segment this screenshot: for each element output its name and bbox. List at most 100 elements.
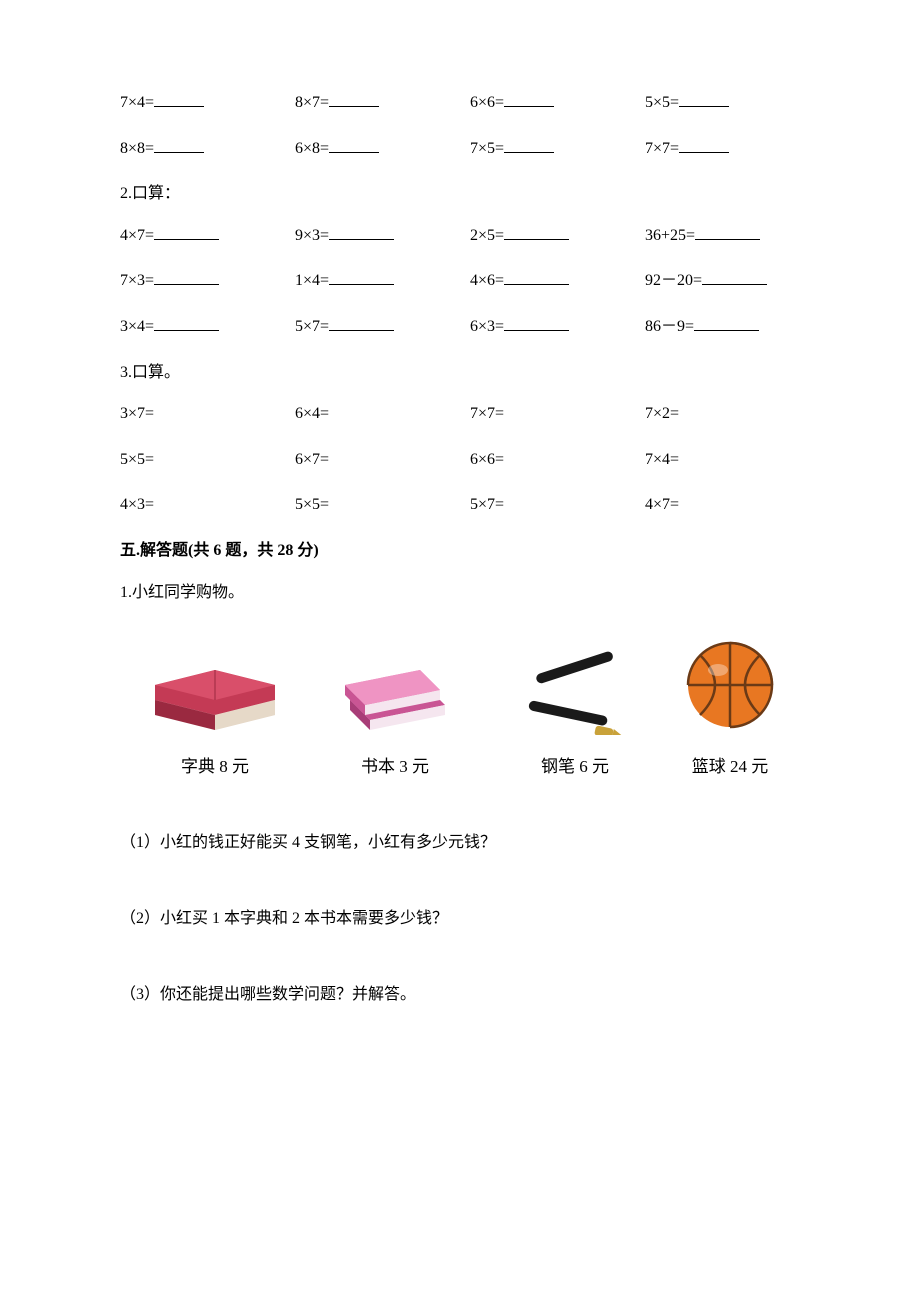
expr: 6×8= — [295, 140, 329, 157]
answer-blank[interactable] — [504, 268, 569, 285]
answer-blank[interactable] — [329, 223, 394, 240]
expr: 6×6= — [470, 94, 504, 111]
calc-cell: 2×5= — [470, 223, 645, 249]
calc-cell: 86－9= — [645, 314, 820, 340]
shop-item-basketball: 篮球 24 元 — [680, 625, 780, 780]
answer-blank[interactable] — [154, 314, 219, 331]
expr: 86－9= — [645, 318, 694, 335]
answer-blank[interactable] — [702, 268, 767, 285]
expr: 5×5= — [645, 94, 679, 111]
calc-cell: 3×7= — [120, 401, 295, 427]
calc-row: 7×4= 8×7= 6×6= 5×5= — [120, 90, 820, 116]
expr: 7×3= — [120, 272, 154, 289]
section-5-heading: 五.解答题(共 6 题，共 28 分) — [120, 538, 820, 564]
shop-caption: 字典 8 元 — [181, 753, 249, 780]
calc-cell: 6×6= — [470, 447, 645, 473]
calc-cell: 4×7= — [120, 223, 295, 249]
dictionary-icon — [145, 625, 285, 735]
answer-blank[interactable] — [329, 90, 379, 107]
expr: 7×5= — [470, 140, 504, 157]
calc-cell: 36+25= — [645, 223, 820, 249]
calc-block-2: 4×7= 9×3= 2×5= 36+25= 7×3= 1×4= 4×6= 92－… — [120, 223, 820, 340]
calc-cell: 8×7= — [295, 90, 470, 116]
calc-cell: 4×6= — [470, 268, 645, 294]
answer-blank[interactable] — [695, 223, 760, 240]
shop-items-row: 字典 8 元 书本 3 元 — [140, 625, 820, 780]
answer-blank[interactable] — [329, 268, 394, 285]
calc-cell: 5×5= — [120, 447, 295, 473]
answer-blank[interactable] — [504, 314, 569, 331]
answer-blank[interactable] — [504, 90, 554, 107]
shop-caption: 书本 3 元 — [361, 753, 429, 780]
pen-icon — [505, 625, 645, 735]
calc-cell: 92－20= — [645, 268, 820, 294]
expr: 7×4= — [120, 94, 154, 111]
calc-cell: 5×7= — [295, 314, 470, 340]
calc-cell: 7×2= — [645, 401, 820, 427]
answer-blank[interactable] — [504, 223, 569, 240]
shop-item-book: 书本 3 元 — [320, 625, 470, 780]
expr: 4×7= — [120, 227, 154, 244]
expr: 36+25= — [645, 227, 695, 244]
calc-cell: 7×4= — [120, 90, 295, 116]
calc-cell: 6×7= — [295, 447, 470, 473]
sub-question-1: （1）小红的钱正好能买 4 支钢笔，小红有多少元钱？ — [120, 830, 820, 856]
shop-item-dictionary: 字典 8 元 — [140, 625, 290, 780]
shop-caption: 钢笔 6 元 — [541, 753, 609, 780]
calc-row: 8×8= 6×8= 7×5= 7×7= — [120, 136, 820, 162]
label-3: 3.口算。 — [120, 360, 820, 386]
answer-blank[interactable] — [504, 136, 554, 153]
calc-cell: 9×3= — [295, 223, 470, 249]
sub-question-2: （2）小红买 1 本字典和 2 本书本需要多少钱？ — [120, 906, 820, 932]
calc-cell: 8×8= — [120, 136, 295, 162]
expr: 5×7= — [295, 318, 329, 335]
answer-blank[interactable] — [154, 268, 219, 285]
calc-cell: 7×7= — [645, 136, 820, 162]
answer-blank[interactable] — [154, 223, 219, 240]
answer-blank[interactable] — [329, 136, 379, 153]
calc-row: 4×3= 5×5= 5×7= 4×7= — [120, 492, 820, 518]
expr: 1×4= — [295, 272, 329, 289]
expr: 2×5= — [470, 227, 504, 244]
calc-cell: 4×3= — [120, 492, 295, 518]
calc-cell: 5×7= — [470, 492, 645, 518]
expr: 8×7= — [295, 94, 329, 111]
calc-row: 3×4= 5×7= 6×3= 86－9= — [120, 314, 820, 340]
answer-blank[interactable] — [154, 90, 204, 107]
calc-cell: 5×5= — [645, 90, 820, 116]
calc-cell: 6×4= — [295, 401, 470, 427]
calc-cell: 3×4= — [120, 314, 295, 340]
sub-question-3: （3）你还能提出哪些数学问题？并解答。 — [120, 982, 820, 1008]
calc-row: 5×5= 6×7= 6×6= 7×4= — [120, 447, 820, 473]
answer-blank[interactable] — [154, 136, 204, 153]
expr: 92－20= — [645, 272, 702, 289]
expr: 7×7= — [645, 140, 679, 157]
expr: 3×4= — [120, 318, 154, 335]
calc-row: 4×7= 9×3= 2×5= 36+25= — [120, 223, 820, 249]
calc-cell: 6×6= — [470, 90, 645, 116]
label-2: 2.口算： — [120, 181, 820, 207]
calc-row: 3×7= 6×4= 7×7= 7×2= — [120, 401, 820, 427]
answer-blank[interactable] — [679, 136, 729, 153]
calc-cell: 7×7= — [470, 401, 645, 427]
shop-caption: 篮球 24 元 — [692, 753, 769, 780]
calc-cell: 6×8= — [295, 136, 470, 162]
calc-cell: 4×7= — [645, 492, 820, 518]
calc-cell: 7×3= — [120, 268, 295, 294]
calc-row: 7×3= 1×4= 4×6= 92－20= — [120, 268, 820, 294]
expr: 4×6= — [470, 272, 504, 289]
q1-text: 1.小红同学购物。 — [120, 580, 820, 606]
calc-cell: 6×3= — [470, 314, 645, 340]
calc-block-1: 7×4= 8×7= 6×6= 5×5= 8×8= 6×8= 7×5= 7×7= — [120, 90, 820, 161]
answer-blank[interactable] — [694, 314, 759, 331]
expr: 9×3= — [295, 227, 329, 244]
answer-blank[interactable] — [679, 90, 729, 107]
basketball-icon — [680, 625, 780, 735]
expr: 6×3= — [470, 318, 504, 335]
calc-block-3: 3×7= 6×4= 7×7= 7×2= 5×5= 6×7= 6×6= 7×4= … — [120, 401, 820, 518]
expr: 8×8= — [120, 140, 154, 157]
calc-cell: 7×4= — [645, 447, 820, 473]
calc-cell: 5×5= — [295, 492, 470, 518]
shop-item-pen: 钢笔 6 元 — [500, 625, 650, 780]
answer-blank[interactable] — [329, 314, 394, 331]
